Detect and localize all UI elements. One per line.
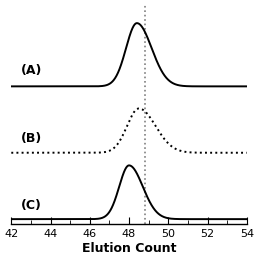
Text: (C): (C) <box>21 199 42 212</box>
Text: (A): (A) <box>21 64 43 77</box>
Text: (B): (B) <box>21 132 42 145</box>
X-axis label: Elution Count: Elution Count <box>82 242 176 255</box>
